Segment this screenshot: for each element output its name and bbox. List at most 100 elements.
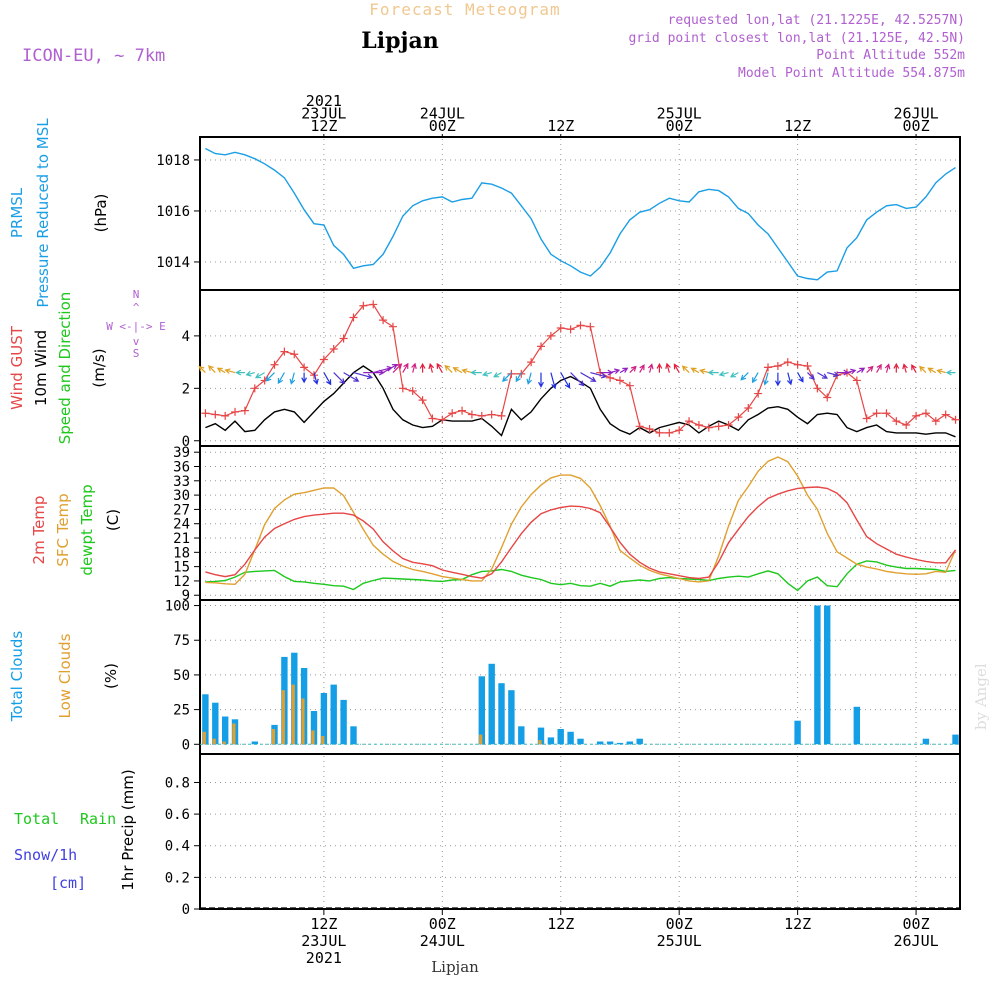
- low-clouds-bar: [301, 698, 305, 745]
- wind-gust-marker: [606, 373, 615, 382]
- wind-gust-marker: [576, 321, 585, 330]
- pressure-y-tick-label: 1016: [156, 204, 190, 220]
- wind-10m-label: 10m Wind: [32, 330, 50, 406]
- total-clouds-bar: [814, 605, 821, 745]
- temperature-y-tick-label: 39: [173, 445, 190, 461]
- precip-total-label: Total: [14, 810, 59, 828]
- wind-direction-arrow: [481, 370, 492, 377]
- temperature-y-tick-label: 30: [173, 488, 190, 504]
- bottom-time-label: 2021: [306, 949, 342, 967]
- sfc-temp-line: [205, 456, 957, 586]
- wind-direction-arrow: [493, 372, 502, 378]
- wind-direction-arrow: [235, 369, 245, 376]
- total-clouds-bar: [577, 738, 584, 745]
- wind-gust-marker: [398, 384, 407, 393]
- wind-direction-arrow: [774, 372, 781, 387]
- wind-gust-marker: [270, 360, 279, 369]
- wind-gust-marker: [931, 417, 940, 426]
- wind-gust-marker: [369, 300, 378, 309]
- total-clouds-bar: [222, 716, 229, 745]
- location-title: Lipjan: [361, 28, 438, 54]
- wind-gust-marker: [625, 381, 634, 390]
- wind-direction-arrow: [718, 371, 729, 377]
- clouds-y-tick-label: 50: [173, 668, 190, 684]
- precipitation-y-tick-label: 0.2: [165, 870, 190, 886]
- wind-gust-marker: [862, 414, 871, 423]
- precip-snow-unit: [cm]: [50, 874, 86, 892]
- model-point-altitude: Model Point Altitude 554.875m: [738, 66, 965, 81]
- wind-gust-marker: [665, 428, 674, 437]
- wind-gust-marker: [527, 358, 536, 367]
- wind-gust-label: Wind GUST: [8, 325, 26, 410]
- wind-y-tick-label: 0: [182, 434, 190, 450]
- total-clouds-bar: [922, 738, 930, 745]
- temp-2m-line: [205, 486, 957, 580]
- wind-direction-arrow: [763, 372, 769, 386]
- wind-direction-arrow: [402, 362, 409, 373]
- wind-direction-arrow: [707, 369, 719, 376]
- low-clouds-bar: [271, 729, 275, 745]
- total-clouds-bar: [478, 676, 485, 745]
- bottom-time-label: 12Z: [784, 915, 811, 933]
- wind-direction-arrow: [353, 372, 374, 380]
- compass-north: N: [133, 288, 140, 301]
- wind-gust-marker: [921, 409, 930, 418]
- total-clouds-bar: [557, 729, 564, 745]
- low-clouds-bar: [281, 690, 285, 745]
- wind-gust-marker: [497, 411, 506, 420]
- temp-sfc-label: SFC Temp: [54, 493, 72, 566]
- wind-y-tick-label: 4: [182, 329, 190, 345]
- precip-snow-label: Snow/1h: [14, 846, 77, 864]
- wind-speed-direction-label: Speed and Direction: [56, 292, 74, 445]
- bottom-time-label: 25JUL: [657, 932, 702, 950]
- wind-gust-marker: [300, 363, 309, 372]
- wind-direction-arrow: [797, 372, 804, 383]
- wind-direction-arrow: [428, 362, 435, 373]
- temperature-y-tick-label: 9: [182, 588, 190, 604]
- wind-direction-arrow: [590, 372, 608, 379]
- wind-direction-arrow: [619, 367, 629, 374]
- total-clouds-bar: [616, 742, 624, 745]
- wind-direction-arrow: [656, 362, 663, 373]
- temp-dewpt-label: dewpt Temp: [78, 484, 96, 575]
- top-time-label: 25JUL: [657, 105, 702, 123]
- wind-gust-marker: [280, 347, 289, 356]
- wind-gust-marker: [813, 384, 822, 393]
- wind-gust-marker: [418, 396, 427, 405]
- wind-direction-arrow: [313, 372, 319, 385]
- temperature-y-tick-label: 27: [173, 502, 190, 518]
- wind-gust-marker: [744, 403, 753, 412]
- wind-direction-arrow: [629, 365, 637, 374]
- wind-direction-arrow: [224, 368, 236, 374]
- total-clouds-bar: [340, 699, 347, 745]
- wind-direction-arrow: [945, 369, 956, 376]
- wind-gust-marker: [388, 322, 397, 331]
- wind-gust-marker: [458, 406, 467, 415]
- wind-gust-marker: [566, 325, 575, 334]
- dewpt-temp-line: [205, 560, 956, 592]
- total-clouds-bar: [212, 702, 219, 745]
- wind-gust-marker: [408, 386, 417, 395]
- meteogram-title: Forecast Meteogram: [369, 0, 560, 19]
- wind-gust-marker: [309, 371, 318, 380]
- wind-gust-marker: [240, 406, 249, 415]
- wind-direction-arrow: [846, 368, 857, 375]
- temperature-y-tick-label: 33: [173, 474, 190, 490]
- top-time-label: 2021: [306, 92, 342, 110]
- wind-direction-arrow: [550, 372, 557, 390]
- requested-coordinates: requested lon,lat (21.1225E, 42.5257N): [668, 13, 965, 28]
- low-clouds-bar: [538, 740, 542, 745]
- total-clouds-bar: [794, 720, 801, 745]
- wind-direction-arrow: [876, 363, 882, 373]
- low-clouds-bar: [212, 738, 216, 745]
- bottom-time-label: 00Z: [429, 915, 456, 933]
- wind-gust-marker: [872, 409, 881, 418]
- model-name: ICON-EU, ~ 7km: [22, 46, 165, 66]
- clouds-unit: (%): [102, 663, 120, 689]
- precipitation-y-tick-label: 0: [182, 902, 190, 918]
- wind-direction-arrow: [515, 372, 522, 383]
- wind-unit: (m/s): [90, 348, 108, 387]
- wind-direction-arrow: [609, 368, 621, 375]
- wind-direction-arrow: [681, 365, 690, 374]
